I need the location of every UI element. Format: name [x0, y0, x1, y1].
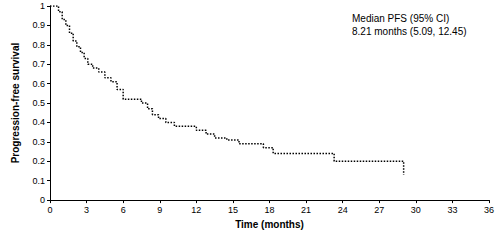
svg-text:0.4: 0.4 — [32, 117, 45, 127]
svg-text:24: 24 — [338, 205, 348, 215]
svg-text:9: 9 — [157, 205, 162, 215]
svg-text:15: 15 — [228, 205, 238, 215]
svg-text:36: 36 — [484, 205, 494, 215]
svg-text:0.6: 0.6 — [32, 79, 45, 89]
svg-text:3: 3 — [84, 205, 89, 215]
svg-text:0: 0 — [40, 195, 45, 205]
svg-text:6: 6 — [121, 205, 126, 215]
svg-text:Time (months): Time (months) — [235, 219, 304, 230]
svg-text:12: 12 — [191, 205, 201, 215]
svg-text:0.9: 0.9 — [32, 20, 45, 30]
svg-text:33: 33 — [447, 205, 457, 215]
svg-text:30: 30 — [411, 205, 421, 215]
svg-text:0: 0 — [47, 205, 52, 215]
svg-text:21: 21 — [301, 205, 311, 215]
svg-text:0.1: 0.1 — [32, 176, 45, 186]
svg-text:1: 1 — [40, 1, 45, 11]
svg-text:0.8: 0.8 — [32, 40, 45, 50]
svg-text:Median PFS (95% CI): Median PFS (95% CI) — [352, 13, 449, 24]
svg-text:8.21 months (5.09, 12.45): 8.21 months (5.09, 12.45) — [352, 26, 467, 37]
svg-text:0.7: 0.7 — [32, 59, 45, 69]
svg-text:0.2: 0.2 — [32, 156, 45, 166]
svg-text:0.5: 0.5 — [32, 98, 45, 108]
svg-text:27: 27 — [374, 205, 384, 215]
svg-text:18: 18 — [264, 205, 274, 215]
svg-text:0.3: 0.3 — [32, 137, 45, 147]
svg-text:Progression-free survival: Progression-free survival — [10, 43, 21, 164]
